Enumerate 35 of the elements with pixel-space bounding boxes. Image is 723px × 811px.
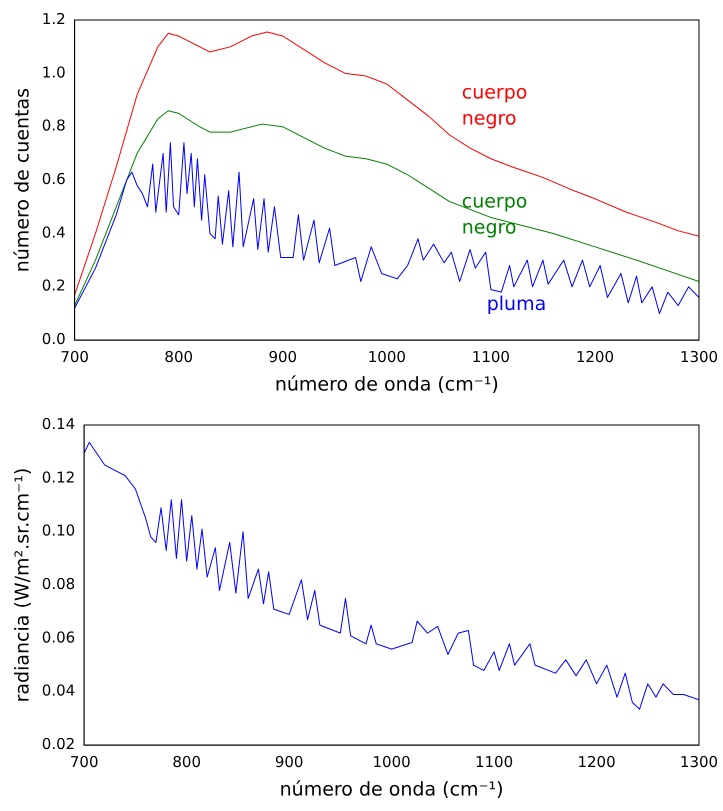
- x-tick-label: 1300: [680, 753, 718, 772]
- y-tick-label: 0.8: [42, 116, 66, 135]
- y-tick-label: 0.02: [42, 735, 76, 754]
- y-tick-label: 1.2: [42, 10, 66, 28]
- x-tick-label: 1100: [472, 348, 510, 366]
- series-label: cuerpo negro: [462, 81, 528, 130]
- y-tick-label: 0.06: [42, 628, 76, 646]
- y-tick-label: 0.6: [42, 170, 66, 188]
- x-tick-label: 1300: [680, 348, 718, 366]
- x-tick-label: 800: [172, 753, 201, 772]
- x-tick-label: 1000: [368, 348, 406, 366]
- x-tick-label: 900: [274, 753, 304, 772]
- y-tick-label: 0.0: [42, 330, 66, 348]
- x-tick-label: 1200: [577, 753, 616, 772]
- y-axis-title: radiancia (W/m².sr.cm⁻¹): [11, 468, 34, 702]
- x-tick-label: 1200: [576, 348, 614, 366]
- x-tick-label: 1100: [474, 753, 514, 772]
- x-tick-label: 800: [164, 348, 194, 366]
- x-axis-title: número de onda (cm⁻¹): [274, 374, 499, 396]
- y-tick-label: 0.10: [42, 522, 76, 540]
- x-axis-title: número de onda (cm⁻¹): [280, 778, 504, 801]
- x-tick-label: 700: [60, 348, 89, 366]
- series-label: cuerpo negro: [462, 190, 528, 238]
- y-tick-label: 0.2: [42, 276, 66, 295]
- y-axis-title: número de cuentas: [11, 88, 34, 272]
- y-tick-label: 0.4: [42, 223, 66, 242]
- y-tick-label: 0.04: [42, 682, 76, 700]
- y-tick-label: 1.0: [42, 63, 66, 82]
- x-tick-label: 700: [70, 753, 99, 772]
- y-tick-label: 0.08: [42, 574, 76, 593]
- x-tick-label: 900: [268, 348, 298, 366]
- y-tick-label: 0.14: [42, 414, 76, 433]
- x-tick-label: 1000: [372, 753, 411, 772]
- series-label: pluma: [486, 292, 546, 315]
- y-tick-label: 0.12: [42, 468, 76, 486]
